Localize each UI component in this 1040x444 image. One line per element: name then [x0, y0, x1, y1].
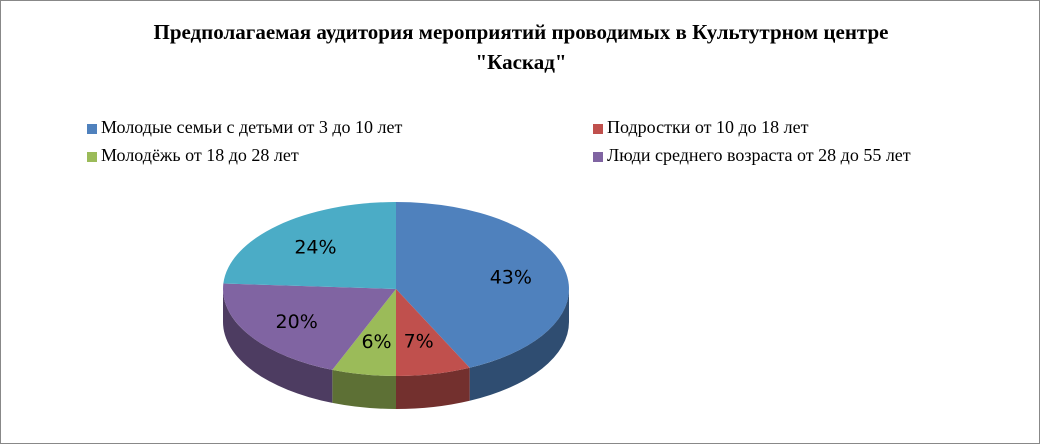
legend-swatch: [593, 124, 603, 134]
slice: [396, 289, 470, 376]
slice: [396, 202, 569, 368]
legend-label: Молодые семьи с детьми от 3 до 10 лет: [101, 117, 402, 137]
data-label: 20%: [276, 311, 318, 333]
data-label: 6%: [361, 331, 391, 353]
data-label: 43%: [490, 267, 532, 289]
chart-title: Предполагаемая аудитория мероприятий про…: [153, 20, 889, 74]
legend-swatch: [87, 152, 97, 162]
slice: [332, 289, 396, 376]
data-label: 7%: [404, 330, 434, 352]
slice-side: [223, 289, 333, 403]
legend-swatch: [593, 152, 603, 162]
slice-side: [469, 289, 569, 401]
slice-side: [396, 367, 470, 409]
legend-swatch: [87, 124, 97, 134]
legend-label: Люди среднего возраста от 28 до 55 лет: [607, 145, 911, 165]
slice: [223, 202, 396, 289]
slice-side: [332, 369, 396, 409]
data-label: 24%: [294, 236, 336, 258]
legend-label: Молодёжь от 18 до 28 лет: [101, 145, 299, 165]
slice: [223, 283, 396, 370]
legend-label: Подростки от 10 до 18 лет: [607, 117, 809, 137]
